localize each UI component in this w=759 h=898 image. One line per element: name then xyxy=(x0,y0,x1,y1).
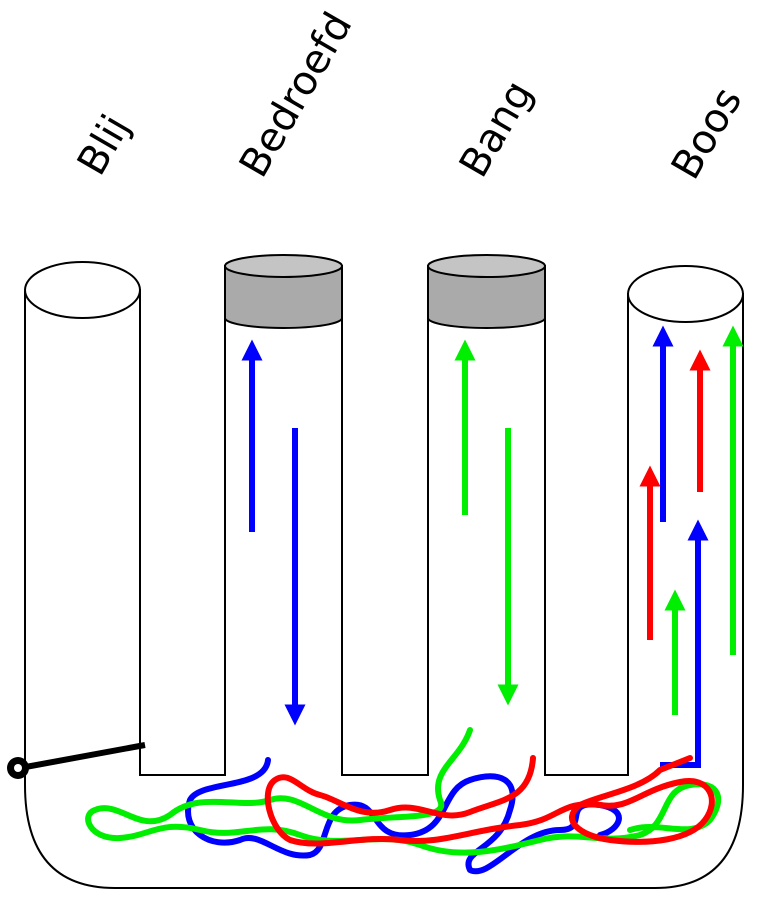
label: Blij xyxy=(69,107,139,183)
label: Bang xyxy=(451,73,542,185)
valve xyxy=(7,742,146,779)
tube-body xyxy=(24,254,744,889)
label: Boos xyxy=(663,80,751,187)
squiggles xyxy=(85,727,722,875)
label: Bedroefd xyxy=(231,5,362,185)
